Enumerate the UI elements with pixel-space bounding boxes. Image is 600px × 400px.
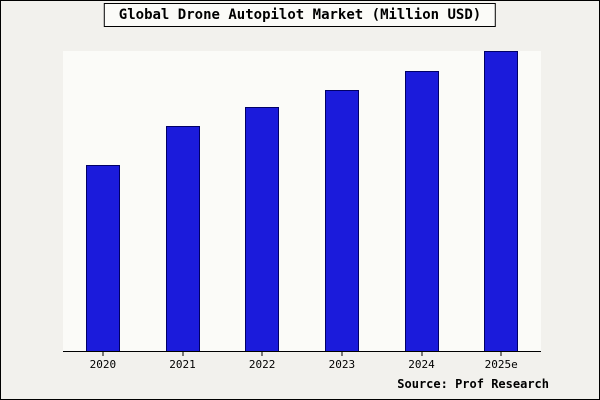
x-tick	[341, 352, 343, 356]
x-tick	[500, 352, 502, 356]
bar-2024	[404, 70, 439, 351]
x-tick	[261, 352, 263, 356]
bar-2022	[245, 106, 280, 351]
bar-2021	[165, 126, 200, 351]
x-tick-label: 2020	[89, 358, 117, 371]
x-tick	[102, 352, 104, 356]
x-tick-label: 2023	[328, 358, 356, 371]
bar-2025e	[484, 51, 519, 351]
source-text: Source: Prof Research	[397, 377, 549, 391]
x-tick-label: 2022	[248, 358, 276, 371]
x-tick-label: 2021	[169, 358, 196, 371]
x-tick	[421, 352, 422, 356]
x-tick-label: 2024	[408, 358, 435, 371]
bar-2020	[85, 165, 120, 351]
chart-title: Global Drone Autopilot Market (Million U…	[103, 3, 497, 27]
x-tick-label: 2025e	[484, 358, 518, 371]
bar-2023	[324, 90, 359, 351]
x-tick	[182, 352, 183, 356]
plot-area	[63, 51, 541, 352]
